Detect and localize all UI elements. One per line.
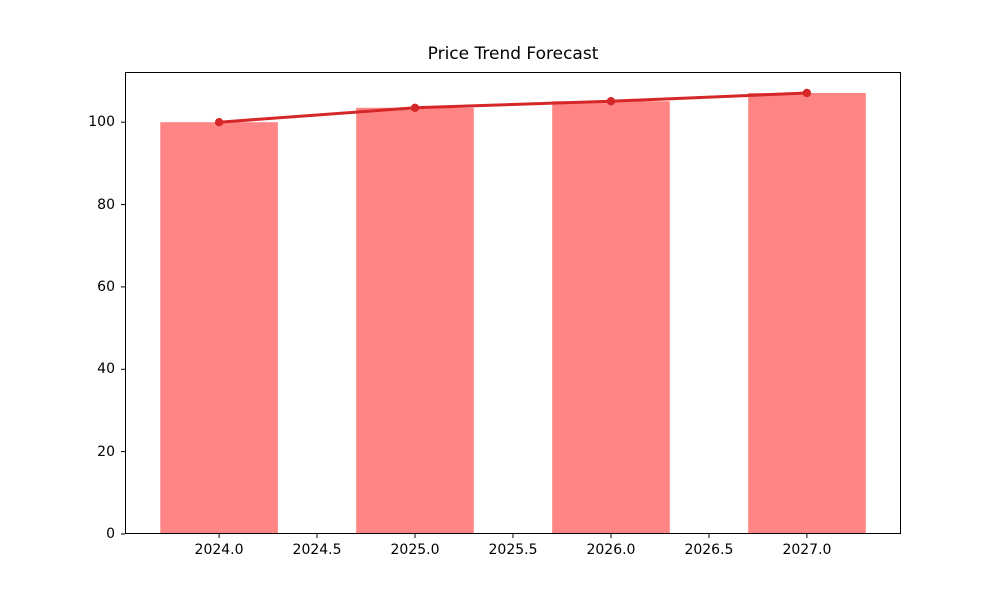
x-tick-label: 2027.0 xyxy=(782,542,832,558)
chart-title: Price Trend Forecast xyxy=(427,44,599,64)
x-tick-label: 2024.5 xyxy=(292,542,342,558)
y-tick-label: 20 xyxy=(97,443,115,460)
trend-marker-2024 xyxy=(214,118,224,127)
y-tick-label: 80 xyxy=(97,196,115,213)
trend-marker-2025 xyxy=(410,103,420,112)
y-tick-label: 40 xyxy=(97,361,115,378)
x-tick-label: 2026.0 xyxy=(586,542,636,558)
trend-line xyxy=(217,91,809,124)
y-tick-label: 60 xyxy=(97,278,115,295)
plot-canvas xyxy=(121,72,901,538)
y-tick-label: 0 xyxy=(106,526,115,542)
x-tick-label: 2026.5 xyxy=(684,542,734,558)
plot-area xyxy=(121,72,901,538)
x-tick-label: 2025.5 xyxy=(488,542,538,558)
x-tick-label: 2024.0 xyxy=(194,542,244,558)
trend-marker-2026 xyxy=(606,97,616,106)
y-tick-label: 100 xyxy=(88,114,115,131)
bar-2027 xyxy=(748,93,866,534)
bar-2025 xyxy=(356,107,474,535)
x-tick-label: 2025.0 xyxy=(390,542,440,558)
trend-marker-2027 xyxy=(802,88,812,98)
bar-2024 xyxy=(160,122,278,534)
plot-frame xyxy=(125,72,901,534)
bar-2026 xyxy=(552,101,670,534)
